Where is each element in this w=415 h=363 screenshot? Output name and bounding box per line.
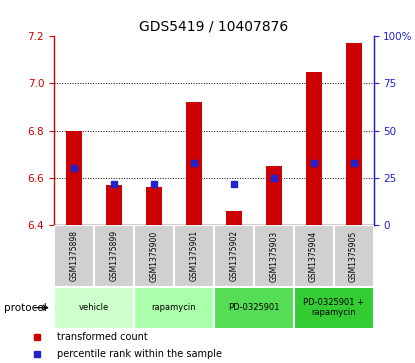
Bar: [346, 44, 361, 225]
Bar: [106, 185, 122, 225]
Text: transformed count: transformed count: [57, 332, 148, 342]
Text: GSM1375901: GSM1375901: [189, 231, 198, 281]
Bar: [214, 225, 254, 287]
Bar: [294, 287, 374, 329]
Bar: [66, 131, 82, 225]
Bar: [134, 287, 214, 329]
Title: GDS5419 / 10407876: GDS5419 / 10407876: [139, 20, 288, 34]
Bar: [294, 225, 334, 287]
Text: GSM1375905: GSM1375905: [349, 230, 358, 282]
Bar: [305, 72, 322, 225]
Text: PD-0325901 +
rapamycin: PD-0325901 + rapamycin: [303, 298, 364, 317]
Text: GSM1375900: GSM1375900: [149, 230, 158, 282]
Bar: [94, 225, 134, 287]
Bar: [54, 225, 94, 287]
Bar: [214, 287, 294, 329]
Text: protocol: protocol: [4, 303, 47, 313]
Bar: [334, 225, 374, 287]
Bar: [254, 225, 294, 287]
Text: rapamycin: rapamycin: [151, 303, 196, 312]
Bar: [174, 225, 214, 287]
Text: percentile rank within the sample: percentile rank within the sample: [57, 349, 222, 359]
Bar: [186, 102, 202, 225]
Text: GSM1375898: GSM1375898: [69, 231, 78, 281]
Bar: [266, 166, 282, 225]
Bar: [226, 211, 242, 225]
Bar: [134, 225, 174, 287]
Text: GSM1375903: GSM1375903: [269, 230, 278, 282]
Text: vehicle: vehicle: [79, 303, 109, 312]
Text: GSM1375904: GSM1375904: [309, 230, 318, 282]
Bar: [146, 187, 162, 225]
Text: GSM1375902: GSM1375902: [229, 231, 238, 281]
Text: PD-0325901: PD-0325901: [228, 303, 279, 312]
Text: GSM1375899: GSM1375899: [110, 231, 118, 281]
Bar: [54, 287, 134, 329]
